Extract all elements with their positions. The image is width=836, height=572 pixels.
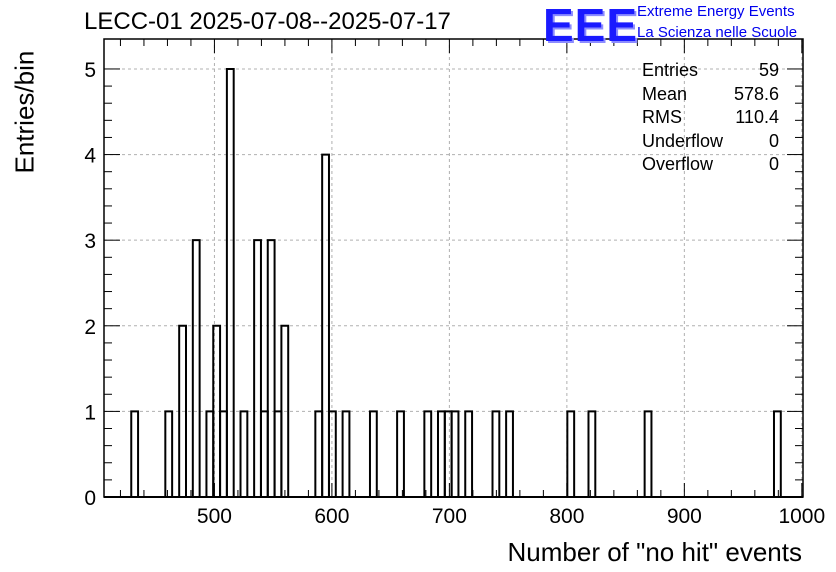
histogram-bars bbox=[104, 67, 803, 498]
histogram-bin bbox=[587, 410, 597, 497]
histogram-bin bbox=[566, 410, 576, 497]
stat-label: Mean bbox=[642, 83, 688, 104]
histogram-bin bbox=[178, 324, 187, 497]
plot-frame bbox=[103, 38, 804, 498]
logo-line-1: Extreme Energy Events bbox=[637, 3, 795, 20]
x-tick-label: 500 bbox=[197, 505, 232, 528]
histogram-bin bbox=[225, 67, 235, 497]
stat-label: RMS bbox=[642, 107, 682, 127]
x-tick-label: 700 bbox=[432, 505, 467, 528]
histogram-bin bbox=[253, 239, 262, 497]
histogram-bin bbox=[327, 410, 337, 497]
stat-label: Entries bbox=[642, 60, 699, 80]
histogram-bin bbox=[396, 410, 405, 497]
x-axis-label: Number of "no hit" events bbox=[507, 537, 803, 567]
stat-value: 0 bbox=[768, 130, 779, 151]
stats-box: Entries 59 Mean 578.6 RMS 110.4 Underflo… bbox=[642, 59, 779, 177]
histogram-bin bbox=[219, 410, 228, 497]
histogram-bin bbox=[266, 239, 276, 497]
histogram-bin bbox=[205, 410, 215, 497]
x-tick-label: 800 bbox=[549, 505, 584, 528]
stat-value: 59 bbox=[758, 60, 779, 80]
histogram-bin bbox=[450, 410, 460, 497]
y-tick-label: 0 bbox=[84, 487, 96, 510]
histogram-bin bbox=[643, 410, 653, 497]
chart-title: LECC-01 2025-07-08--2025-07-17 bbox=[84, 8, 451, 35]
histogram-bin bbox=[191, 239, 201, 497]
stat-row-rms: RMS 110.4 bbox=[642, 106, 779, 130]
histogram-bin bbox=[772, 410, 782, 497]
histogram-bin bbox=[491, 410, 501, 497]
histogram-bin bbox=[164, 410, 174, 497]
stat-value: 0 bbox=[768, 154, 779, 174]
histogram-bin bbox=[464, 410, 474, 497]
histogram-bin bbox=[273, 410, 283, 497]
histogram-bin bbox=[423, 410, 433, 497]
y-tick-label: 3 bbox=[84, 230, 96, 253]
tick-labels: 500 600 700 800 900 1000 0 1 2 3 4 5 bbox=[84, 59, 825, 528]
y-tick-label: 5 bbox=[84, 59, 96, 82]
histogram-bin bbox=[321, 153, 330, 497]
stat-value: 578.6 bbox=[733, 83, 779, 104]
y-tick-label: 4 bbox=[84, 145, 96, 168]
histogram-bin bbox=[368, 410, 378, 497]
stat-row-entries: Entries 59 bbox=[642, 59, 779, 83]
histogram-bin bbox=[239, 410, 249, 497]
y-tick-label: 1 bbox=[84, 401, 96, 424]
histogram-bin bbox=[259, 410, 269, 497]
eee-logo: EEE bbox=[543, 0, 639, 51]
histogram-bin bbox=[314, 410, 324, 497]
stat-row-underflow: Underflow 0 bbox=[642, 130, 779, 154]
logo-line-2: La Scienza nelle Scuole bbox=[637, 24, 798, 41]
axis-ticks bbox=[104, 39, 803, 498]
y-tick-label: 2 bbox=[84, 316, 96, 339]
stat-row-mean: Mean 578.6 bbox=[642, 83, 779, 107]
stat-row-overflow: Overflow 0 bbox=[642, 153, 779, 177]
histogram-bin bbox=[130, 410, 140, 497]
histogram-bin bbox=[443, 410, 453, 497]
x-tick-label: 1000 bbox=[778, 505, 825, 528]
stat-value: 110.4 bbox=[735, 107, 779, 127]
x-tick-label: 900 bbox=[667, 505, 702, 528]
x-tick-label: 600 bbox=[314, 505, 349, 528]
stat-label: Overflow bbox=[642, 154, 714, 174]
histogram-bin bbox=[280, 324, 290, 497]
histogram-bin bbox=[436, 410, 446, 497]
histogram-bin bbox=[341, 410, 351, 497]
histogram-bin bbox=[505, 410, 514, 497]
y-axis-label: Entries/bin bbox=[9, 50, 40, 174]
stat-label: Underflow bbox=[642, 130, 724, 151]
